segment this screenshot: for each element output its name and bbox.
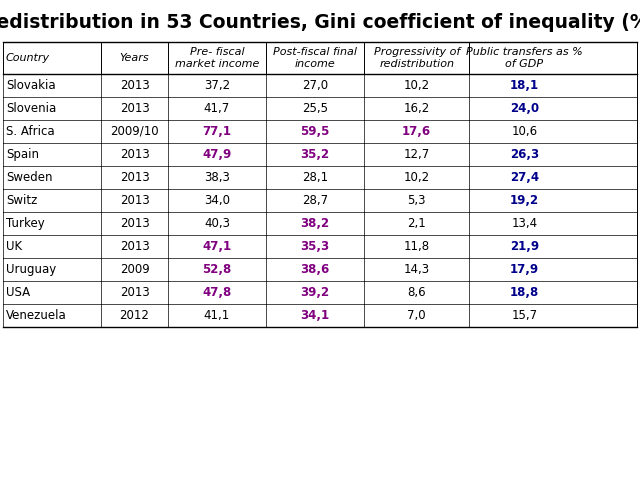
Text: 38,3: 38,3 [204, 171, 230, 184]
Text: 17,9: 17,9 [510, 263, 539, 276]
Text: 10,2: 10,2 [404, 79, 429, 92]
Text: 7,0: 7,0 [408, 309, 426, 322]
Text: 47,9: 47,9 [202, 148, 232, 161]
Text: 52,8: 52,8 [202, 263, 232, 276]
Text: 2013: 2013 [120, 286, 149, 299]
Text: 2013: 2013 [120, 194, 149, 207]
Text: 35,2: 35,2 [301, 148, 330, 161]
Text: 28,7: 28,7 [302, 194, 328, 207]
Text: S. Africa: S. Africa [6, 125, 54, 138]
Text: 25,5: 25,5 [302, 102, 328, 115]
Text: 5,3: 5,3 [408, 194, 426, 207]
Text: 77,1: 77,1 [202, 125, 232, 138]
Text: 35,3: 35,3 [301, 240, 330, 253]
Text: 59,5: 59,5 [301, 125, 330, 138]
Text: Slovenia: Slovenia [6, 102, 56, 115]
Text: 27,0: 27,0 [302, 79, 328, 92]
Text: 39,2: 39,2 [301, 286, 330, 299]
Text: Pre- fiscal
market income: Pre- fiscal market income [175, 47, 259, 69]
Text: 14,3: 14,3 [404, 263, 429, 276]
Text: UK: UK [6, 240, 22, 253]
Text: Public transfers as %
of GDP: Public transfers as % of GDP [466, 47, 583, 69]
Text: USA: USA [6, 286, 30, 299]
Text: Venezuela: Venezuela [6, 309, 67, 322]
Text: Switz: Switz [6, 194, 37, 207]
Text: Spain: Spain [6, 148, 39, 161]
Text: Progressivity of
redistribution: Progressivity of redistribution [374, 47, 460, 69]
Text: 2009: 2009 [120, 263, 149, 276]
Text: Post-fiscal final
income: Post-fiscal final income [273, 47, 357, 69]
Text: Turkey: Turkey [6, 217, 45, 230]
Text: 11,8: 11,8 [404, 240, 429, 253]
Text: 10,6: 10,6 [511, 125, 538, 138]
Text: 2013: 2013 [120, 217, 149, 230]
Text: 10,2: 10,2 [404, 171, 429, 184]
Text: 12,7: 12,7 [404, 148, 430, 161]
Text: 38,2: 38,2 [301, 217, 330, 230]
Text: 15,7: 15,7 [511, 309, 538, 322]
Text: 2013: 2013 [120, 171, 149, 184]
Text: 2009/10: 2009/10 [110, 125, 159, 138]
Text: 2013: 2013 [120, 240, 149, 253]
Text: 2,1: 2,1 [407, 217, 426, 230]
Text: 47,8: 47,8 [202, 286, 232, 299]
Text: 2013: 2013 [120, 79, 149, 92]
Text: Country: Country [6, 53, 50, 63]
Text: 18,1: 18,1 [510, 79, 539, 92]
Text: 18,8: 18,8 [510, 286, 539, 299]
Text: 26,3: 26,3 [510, 148, 539, 161]
Text: 16,2: 16,2 [404, 102, 430, 115]
Text: 40,3: 40,3 [204, 217, 230, 230]
Text: 34,0: 34,0 [204, 194, 230, 207]
Text: 2012: 2012 [120, 309, 150, 322]
Text: Slovakia: Slovakia [6, 79, 56, 92]
Text: 27,4: 27,4 [510, 171, 539, 184]
Text: 2013: 2013 [120, 148, 149, 161]
Text: 34,1: 34,1 [301, 309, 330, 322]
Text: 13,4: 13,4 [511, 217, 538, 230]
Text: Uruguay: Uruguay [6, 263, 56, 276]
Text: 19,2: 19,2 [510, 194, 539, 207]
Text: 28,1: 28,1 [302, 171, 328, 184]
Text: 38,6: 38,6 [301, 263, 330, 276]
Text: Years: Years [120, 53, 149, 63]
Text: 37,2: 37,2 [204, 79, 230, 92]
Text: 47,1: 47,1 [202, 240, 232, 253]
Text: 21,9: 21,9 [510, 240, 539, 253]
Text: 41,1: 41,1 [204, 309, 230, 322]
Text: 2013: 2013 [120, 102, 149, 115]
Text: Redistribution in 53 Countries, Gini coefficient of inequality (%): Redistribution in 53 Countries, Gini coe… [0, 12, 640, 32]
Text: 8,6: 8,6 [408, 286, 426, 299]
Text: 41,7: 41,7 [204, 102, 230, 115]
Text: 24,0: 24,0 [510, 102, 539, 115]
Text: 17,6: 17,6 [402, 125, 431, 138]
Text: Sweden: Sweden [6, 171, 52, 184]
